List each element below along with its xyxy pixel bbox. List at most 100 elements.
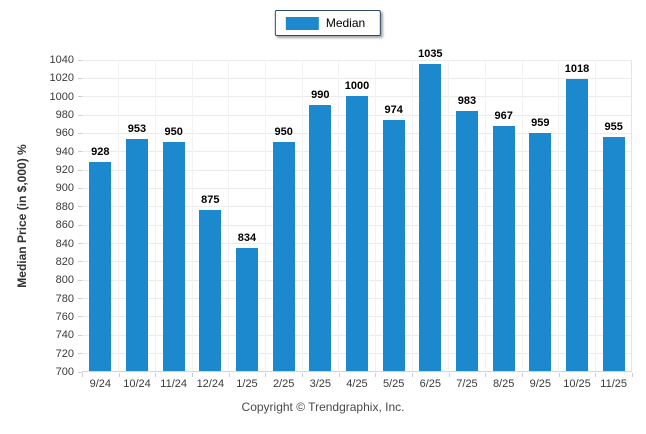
y-axis-tick-mark [78,77,82,79]
gridline-horizontal [82,77,631,79]
x-axis-tick-label: 10/25 [563,378,591,390]
x-axis-tick-label: 2/25 [272,378,295,390]
gridline-vertical [264,60,266,371]
y-axis-tick-label: 940 [55,145,74,158]
bar-value-label: 1018 [564,63,590,76]
x-axis-tick-label: 6/25 [419,378,442,390]
y-axis-tick-mark [78,334,82,336]
bar-5/25 [382,119,405,371]
bar-value-label: 1000 [344,79,370,92]
x-axis-tick-mark [155,373,157,377]
y-axis-tick-label: 780 [55,292,74,305]
y-axis-tick-label: 920 [55,164,74,177]
y-axis-tick-label: 960 [55,127,74,140]
y-axis-tick-mark [78,279,82,281]
y-axis-tick-label: 880 [55,200,74,213]
x-axis-tick-mark [338,373,340,377]
bar-value-label: 1035 [418,47,443,60]
legend-label-median: Median [325,16,366,30]
gridline-horizontal [82,59,631,61]
bar-value-label: 959 [531,117,550,130]
x-axis-tick-mark [82,373,83,377]
bar-value-label: 875 [201,194,220,207]
bar-2/25 [272,141,295,371]
y-axis-tick-label: 760 [55,310,74,323]
bar-9/25 [529,133,552,371]
x-axis-tick-mark [485,373,487,377]
y-axis-tick-mark [78,151,82,153]
bar-value-label: 834 [237,232,257,245]
x-axis-tick-mark [522,373,523,377]
x-axis-tick-mark [192,373,193,377]
y-axis-tick-label: 980 [55,109,74,122]
x-axis-tick-mark [302,373,303,377]
bar-value-label: 990 [311,88,330,101]
bar-7/25 [456,111,478,371]
bar-value-label: 950 [164,125,183,138]
y-axis-tick-mark [78,371,82,373]
y-axis-tick-mark [78,224,82,226]
legend-swatch-median [285,16,319,30]
x-axis-tick-label: 3/25 [309,378,332,390]
y-axis-tick-mark [78,114,82,116]
y-axis-tick-mark [78,261,82,263]
x-axis-tick-mark [595,373,597,377]
x-axis-tick-label: 7/25 [456,378,478,390]
bar-4/25 [346,95,368,371]
y-axis-tick-label: 1040 [49,54,74,66]
x-axis-tick-mark [558,373,560,377]
y-axis-tick-label: 1020 [49,72,74,85]
y-axis-tick-mark [78,353,82,355]
y-axis-tick-label: 900 [55,182,74,195]
bar-3/25 [309,104,332,371]
bar-1/25 [236,248,258,371]
gridline-vertical [484,60,486,371]
plot-area: 928 953 950 875 834 950 990 1000 974 1035 983 967 95… [82,48,632,372]
bar-value-label: 967 [494,109,513,122]
x-axis-tick-label: 4/25 [346,378,368,390]
bar-value-label: 950 [274,125,293,138]
bar-8/25 [492,126,515,371]
gridline-vertical [411,60,413,371]
x-axis-tick-mark [375,373,377,377]
x-axis-tick-mark [448,373,450,377]
y-axis-tick-label: 860 [55,219,74,232]
gridline-vertical [374,60,376,371]
x-axis-tick-label: 12/24 [196,378,225,390]
y-axis-tick-mark [78,298,82,300]
bar-11/25 [602,137,625,371]
y-axis-tick-mark [78,187,82,189]
y-axis-tick-label: 800 [55,274,74,287]
x-axis-tick-mark [228,373,230,377]
x-axis-tick-label: 1/25 [236,378,258,390]
x-axis-tick-mark [118,373,120,377]
bar-9/24 [89,161,112,371]
x-axis-tick-mark [265,373,267,377]
x-axis-tick-label: 11/24 [160,378,188,390]
bar-value-label: 955 [604,121,623,133]
y-axis-tick-label: 740 [55,329,74,342]
y-axis-tick-mark [78,206,82,208]
gridline-vertical [521,60,523,371]
bar-10/25 [566,79,588,371]
bar-11/24 [162,141,185,371]
gridline-vertical [118,60,120,371]
x-axis-tick-mark [632,373,633,377]
y-axis-tick-mark [78,132,82,134]
gridline-vertical [301,60,303,371]
x-axis-tick-label: 10/24 [123,378,151,390]
gridline-vertical [191,60,193,371]
gridline-vertical [558,60,560,371]
x-axis-tick-label: 5/25 [382,378,405,390]
gridline-vertical [594,60,596,371]
bar-10/24 [126,138,148,371]
bar-value-label: 928 [91,145,110,158]
y-axis-tick-label: 700 [55,366,74,378]
x-axis-tick-label: 9/24 [89,378,112,390]
gridline-vertical [338,60,340,371]
y-axis-tick-mark [78,59,82,61]
copyright-text: Copyright © Trendgraphix, Inc. [241,400,405,414]
bar-value-label: 983 [457,95,477,108]
gridline-vertical [154,60,156,371]
